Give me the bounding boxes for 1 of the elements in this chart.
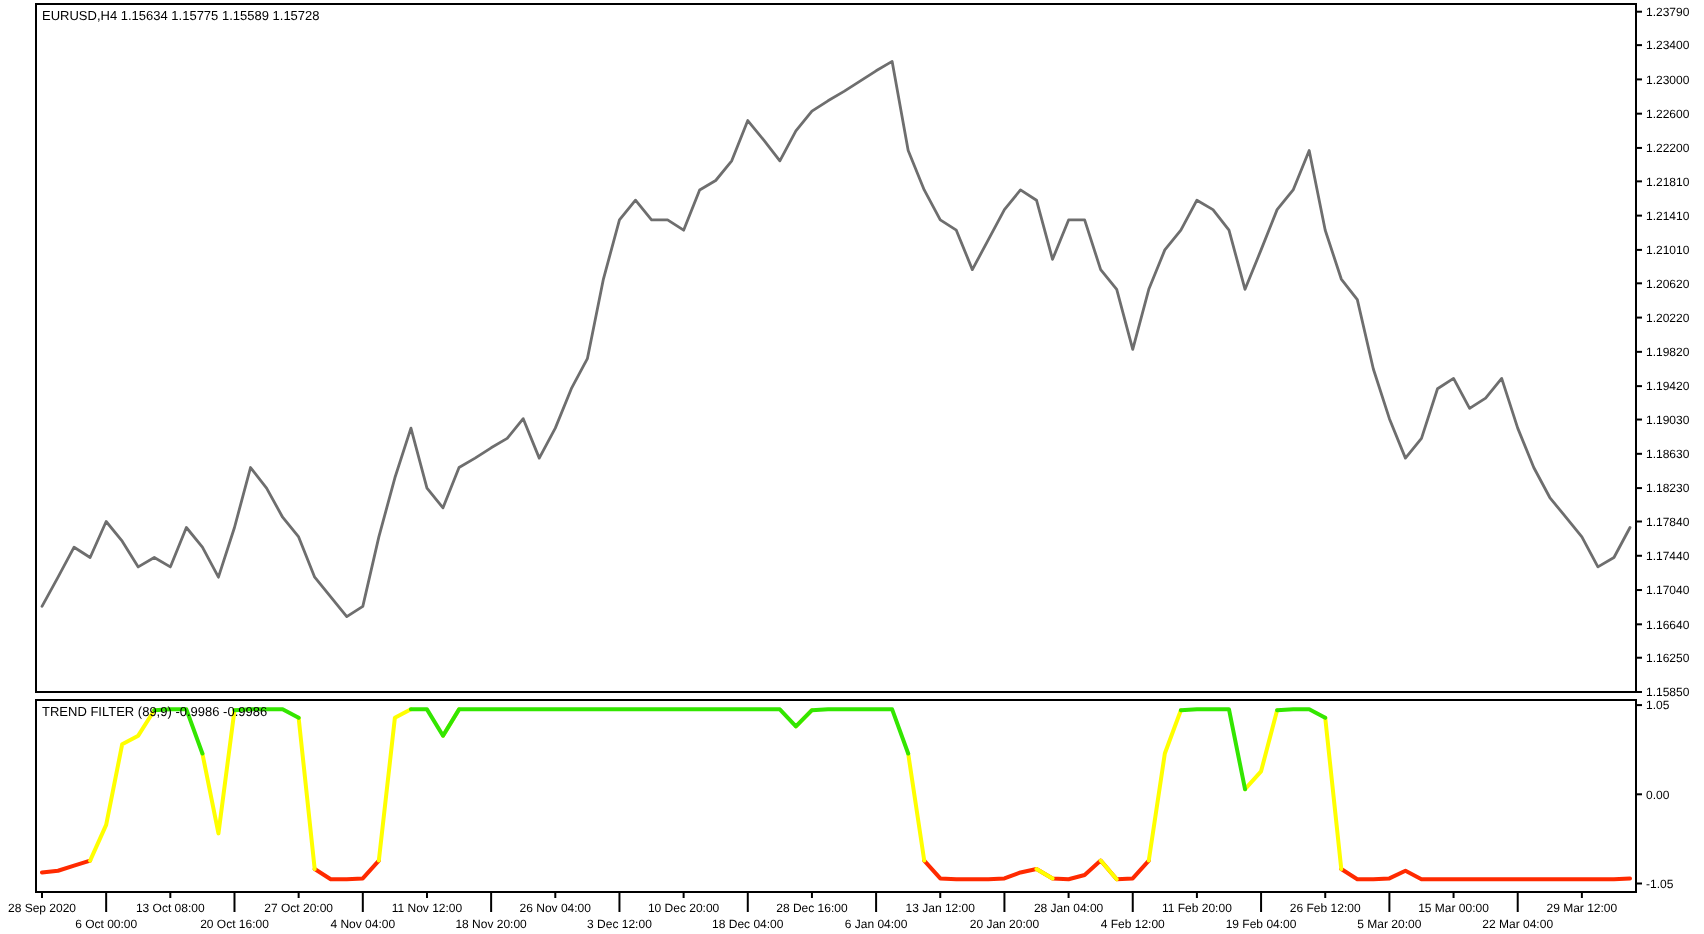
line-series bbox=[40, 60, 1632, 618]
